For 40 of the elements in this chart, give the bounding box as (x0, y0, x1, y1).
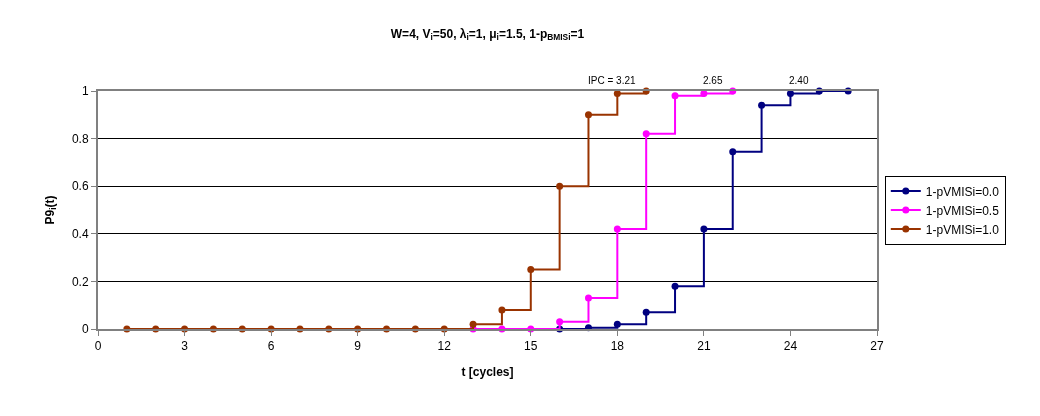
text: IPC = 3.21 (588, 75, 636, 86)
point (671, 92, 679, 100)
y-tick-label: 0.8 (71, 131, 89, 146)
x-tick-label: 0 (94, 339, 102, 354)
text: 2.65 (703, 75, 723, 86)
x-tick-label: 15 (524, 339, 538, 354)
x-tick-label: 21 (697, 339, 711, 354)
legend-label: 1-pVMISi=0.0 (925, 184, 1000, 199)
text: 2.40 (789, 75, 809, 86)
point (556, 182, 564, 190)
point (498, 306, 506, 314)
point (700, 225, 708, 233)
point (556, 318, 564, 326)
x-tick-label: 9 (354, 339, 362, 354)
point (671, 282, 679, 290)
point (469, 320, 477, 328)
point (758, 101, 766, 109)
point (613, 225, 621, 233)
point (584, 111, 592, 119)
legend-label: 1-pVMISi=0.5 (925, 203, 1000, 218)
x-tick-label: 18 (610, 339, 625, 354)
point (642, 308, 650, 316)
y-tick-label: 0.4 (71, 227, 89, 241)
y-tick-label: 0.2 (71, 274, 89, 289)
y-tick-label: 1 (81, 84, 89, 99)
point (527, 266, 535, 273)
point (642, 130, 650, 138)
x-tick-label: 27 (870, 339, 884, 354)
point (584, 294, 592, 302)
point (613, 320, 621, 328)
y-tick-label: 0 (81, 322, 89, 337)
x-tick-label: 6 (267, 339, 275, 354)
point (729, 148, 737, 156)
y-tick-label: 0.6 (71, 179, 89, 194)
x-tick-label: 24 (783, 339, 798, 354)
x-axis-title: t [cycles] (461, 364, 514, 379)
x-tick-label: 3 (181, 339, 189, 354)
legend-label: 1-pVMISi=1.0 (925, 222, 1000, 237)
chart-title: W=4, V$_{i}$=50, λ$_{i}$=1, μ$_{i}$=1.5, 1-p$_{BMISi}$=1 (390, 26, 585, 43)
x-tick-label: 12 (437, 339, 452, 354)
